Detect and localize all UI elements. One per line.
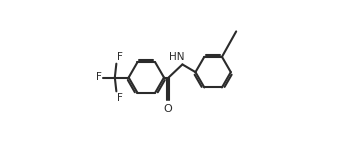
Text: F: F — [95, 73, 101, 82]
Text: HN: HN — [169, 52, 185, 62]
Text: O: O — [164, 104, 172, 114]
Text: F: F — [117, 52, 123, 62]
Text: F: F — [117, 93, 123, 103]
